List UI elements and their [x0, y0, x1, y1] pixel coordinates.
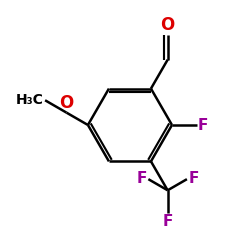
Text: F: F [198, 118, 208, 132]
Text: F: F [137, 171, 147, 186]
Text: H₃C: H₃C [16, 93, 44, 107]
Text: O: O [60, 94, 74, 112]
Text: F: F [162, 214, 173, 229]
Text: O: O [160, 16, 175, 34]
Text: F: F [188, 171, 198, 186]
